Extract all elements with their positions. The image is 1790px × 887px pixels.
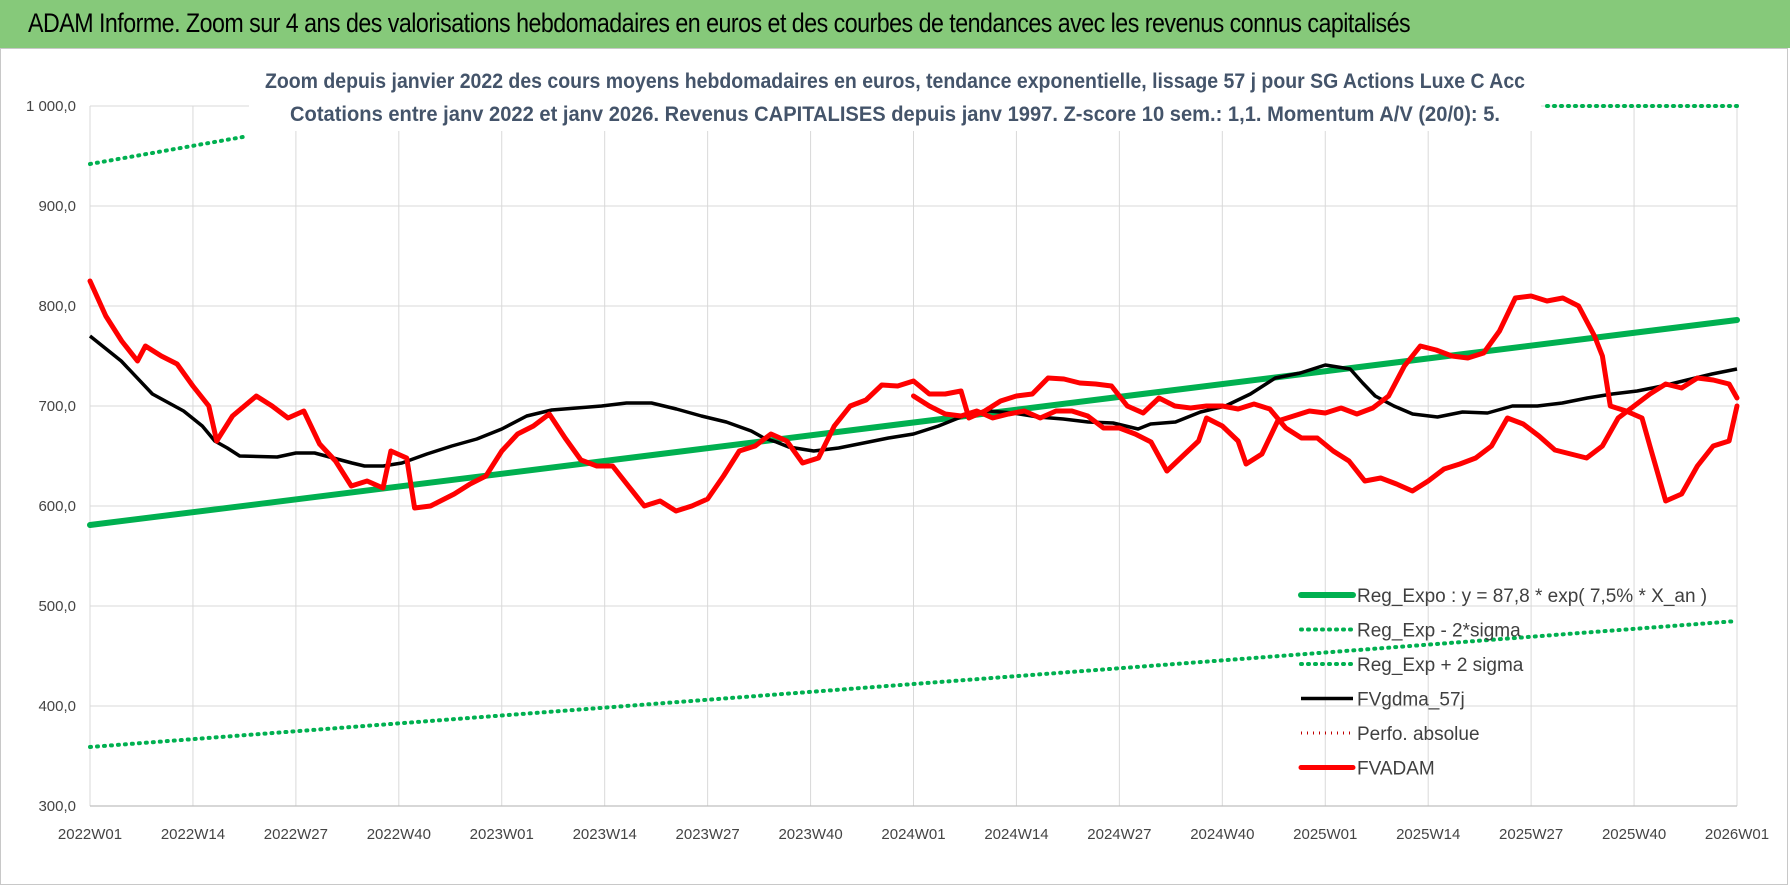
y-tick-label: 300,0 (38, 798, 76, 815)
x-tick-label: 2024W14 (984, 826, 1048, 843)
x-tick-label: 2023W40 (778, 826, 842, 843)
y-tick-label: 500,0 (38, 598, 76, 615)
series-price-line (87, 278, 1740, 514)
legend-label: Reg_Exp + 2 sigma (1357, 655, 1524, 676)
legend-label: Reg_Expo : y = 87,8 * exp( 7,5% * X_an ) (1357, 586, 1707, 607)
chart-ticks: 300,0 400,0 500,0 600,0 700,0 800,0 900,0 1 000… (26, 98, 1769, 843)
legend-label: FVADAM (1357, 759, 1435, 780)
title-background (249, 61, 1541, 131)
x-tick-label: 2024W27 (1087, 826, 1151, 843)
chart-legend: Reg_Expo : y = 87,8 * exp( 7,5% * X_an )… (1298, 586, 1707, 780)
report-title: ADAM Informe. Zoom sur 4 ans des valoris… (28, 8, 1411, 38)
x-tick-label: 2023W14 (573, 826, 637, 843)
chart-frame: 300,0 400,0 500,0 600,0 700,0 800,0 900,0 1 000… (0, 48, 1788, 885)
legend-label: Perfo. absolue (1357, 724, 1480, 745)
chart-title-line-2: Cotations entre janv 2022 et janv 2026. … (290, 103, 1500, 126)
y-tick-label: 700,0 (38, 398, 76, 415)
chart-grid (89, 105, 1738, 807)
x-tick-label: 2022W40 (367, 826, 431, 843)
x-tick-label: 2025W01 (1293, 826, 1357, 843)
chart-title-line-1: Zoom depuis janvier 2022 des cours moyen… (265, 70, 1525, 93)
x-tick-label: 2024W01 (881, 826, 945, 843)
series-trend-line (87, 317, 1740, 528)
chart-series (87, 104, 1740, 749)
x-tick-label: 2023W27 (676, 826, 740, 843)
x-tick-label: 2024W40 (1190, 826, 1254, 843)
x-tick-label: 2025W14 (1396, 826, 1460, 843)
series-upper-line (88, 134, 251, 166)
y-tick-label: 800,0 (38, 298, 76, 315)
legend-label: FVgdma_57j (1357, 690, 1465, 711)
x-tick-label: 2023W01 (470, 826, 534, 843)
y-tick-label: 400,0 (38, 698, 76, 715)
chart-svg: 300,0 400,0 500,0 600,0 700,0 800,0 900,0 1 000… (26, 61, 1769, 843)
series-price-line (911, 293, 1740, 504)
series-lower-line (88, 619, 1739, 749)
x-tick-label: 2025W40 (1602, 826, 1666, 843)
x-tick-label: 2022W01 (58, 826, 122, 843)
x-tick-label: 2022W14 (161, 826, 225, 843)
report-banner: ADAM Informe. Zoom sur 4 ans des valoris… (0, 0, 1790, 48)
y-tick-label: 600,0 (38, 498, 76, 515)
x-tick-label: 2026W01 (1705, 826, 1769, 843)
y-tick-label: 1 000,0 (26, 98, 76, 115)
series-smooth-line (88, 334, 1738, 468)
legend-label: Reg_Exp - 2*sigma (1357, 621, 1521, 642)
y-tick-label: 900,0 (38, 198, 76, 215)
x-tick-label: 2025W27 (1499, 826, 1563, 843)
x-tick-label: 2022W27 (264, 826, 328, 843)
